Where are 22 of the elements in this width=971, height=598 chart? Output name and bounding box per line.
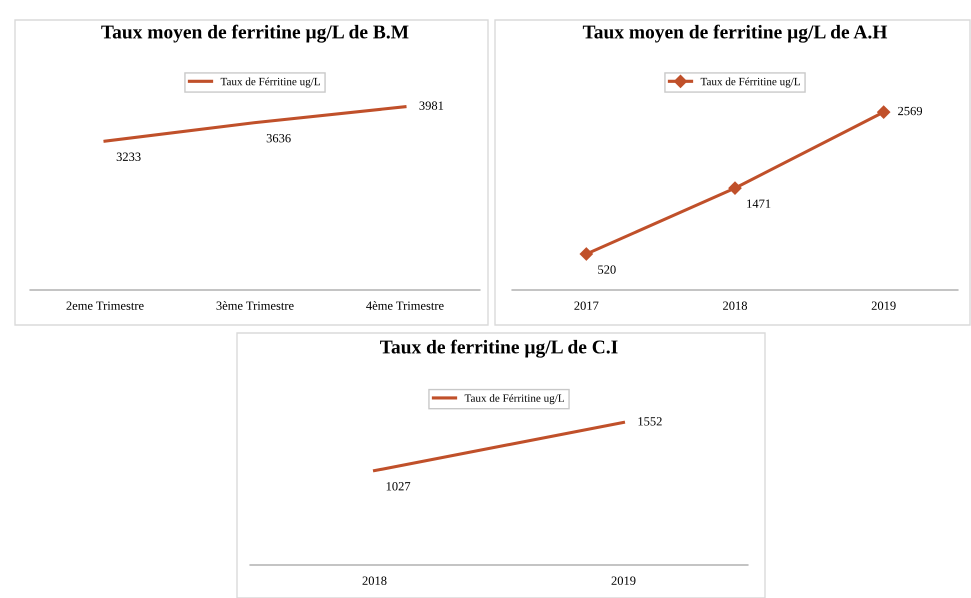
x-tick-label: 2019 [612, 576, 636, 585]
data-label: 1471 [747, 200, 770, 208]
x-tick-label: 2017 [574, 301, 598, 310]
legend-label: Taux de Férritine ug/L [464, 394, 564, 404]
data-label: 3981 [419, 101, 444, 110]
chart-title: Taux de ferritine µg/L de C.I [380, 340, 618, 358]
data-label: 3233 [116, 152, 141, 161]
legend-label: Taux de Férritine ug/L [220, 77, 320, 88]
data-label: 3636 [266, 134, 291, 142]
chart-title: Taux moyen de ferritine µg/L de B.M [101, 24, 408, 43]
data-label: 520 [598, 265, 616, 274]
x-tick-label: 2eme Trimestre [66, 302, 144, 310]
x-tick-label: 2018 [723, 301, 748, 310]
chart-title: Taux moyen de ferritine µg/L de A.H [582, 24, 888, 43]
data-label: 2569 [898, 106, 922, 116]
data-label: 1552 [638, 417, 662, 426]
x-tick-label: 4ème Trimestre [366, 301, 444, 310]
data-label: 1027 [386, 482, 410, 490]
x-tick-label: 2018 [362, 576, 387, 585]
legend-label: Taux de Férritine ug/L [700, 77, 800, 88]
x-tick-label: 3ème Trimestre [216, 301, 294, 310]
x-tick-label: 2019 [872, 301, 896, 310]
